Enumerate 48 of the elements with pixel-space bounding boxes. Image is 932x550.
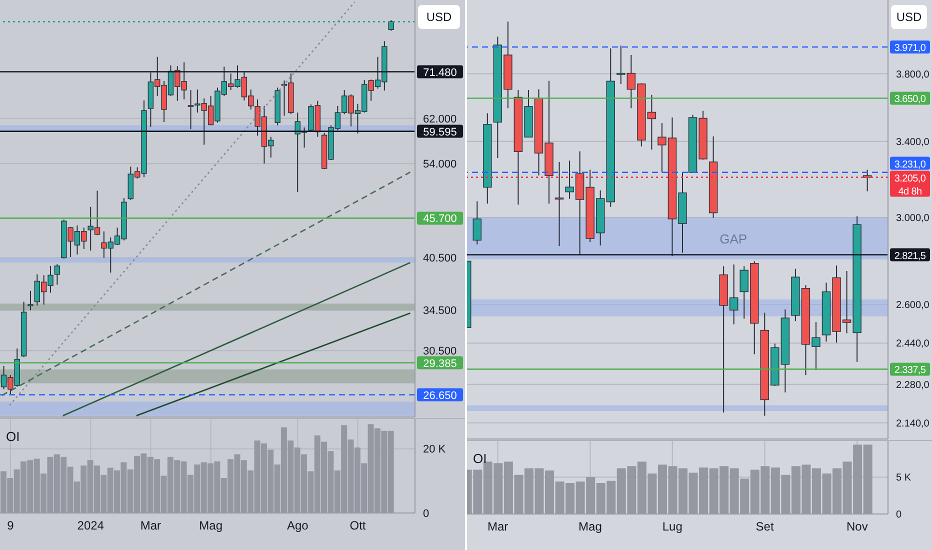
- ref-line-label: 2.821,5: [894, 250, 926, 262]
- ref-line-label: 3.971,0: [894, 42, 926, 54]
- y-tick-label: 20 K: [423, 444, 446, 456]
- x-tick-label: 2024: [77, 518, 104, 533]
- ref-line-label: 3.205,0 4d 8h: [894, 173, 926, 198]
- y-tick-label: 3.000,0: [896, 213, 930, 224]
- x-tick-label: Mar: [140, 518, 162, 533]
- ref-line-label: 71.480: [423, 66, 457, 79]
- candlestick: [554, 161, 564, 247]
- ref-line-label: 2.337,5: [894, 365, 926, 376]
- ref-line-label: 26.650: [423, 390, 457, 402]
- y-tick-label: 0: [896, 510, 902, 521]
- ref-line-label: 29.385: [423, 358, 457, 370]
- candlestick: [616, 45, 626, 84]
- band-label: GAP: [720, 231, 748, 246]
- y-tick-label: 40.500: [423, 252, 457, 265]
- y-tick-label: 2.600,0: [896, 300, 930, 312]
- y-tick-label: 3.400,0: [896, 136, 930, 148]
- y-tick-label: 30.500: [423, 345, 457, 358]
- x-tick-label: Nov: [846, 520, 868, 534]
- ref-line-label: 45.700: [423, 213, 457, 226]
- ref-line-label: 3.650,0: [894, 94, 926, 106]
- candlestick: [54, 264, 60, 286]
- y-tick-label: 62.000: [423, 113, 457, 126]
- y-tick-label: 54.000: [423, 158, 457, 170]
- x-tick-label: Mag: [578, 520, 602, 534]
- candlestick: [472, 200, 482, 245]
- y-tick-label: 2.440,0: [896, 338, 930, 350]
- x-tick-label: Set: [756, 520, 774, 534]
- x-tick-label: 9: [7, 518, 14, 533]
- x-tick-label: Ago: [286, 518, 309, 533]
- y-tick-label: 3.800,0: [896, 69, 930, 80]
- y-tick-label: 2.280,0: [896, 380, 930, 391]
- x-tick-label: Ott: [350, 518, 366, 533]
- x-tick-label: Mag: [199, 518, 223, 533]
- candlestick: [862, 169, 872, 192]
- x-tick-label: Lug: [662, 520, 682, 534]
- text: USD: [418, 5, 460, 29]
- y-tick-label: 0: [423, 508, 430, 520]
- text: USD: [891, 5, 927, 29]
- text: OI: [6, 429, 20, 444]
- x-tick-label: Mar: [487, 520, 508, 534]
- y-tick-label: 2.140,0: [896, 418, 930, 430]
- y-tick-label: 5 K: [896, 472, 912, 484]
- ref-line-label: 59.595: [423, 126, 457, 138]
- text: OI: [473, 451, 487, 466]
- y-tick-label: 34.500: [423, 305, 457, 318]
- ref-line-label: 3.231,0: [894, 159, 926, 170]
